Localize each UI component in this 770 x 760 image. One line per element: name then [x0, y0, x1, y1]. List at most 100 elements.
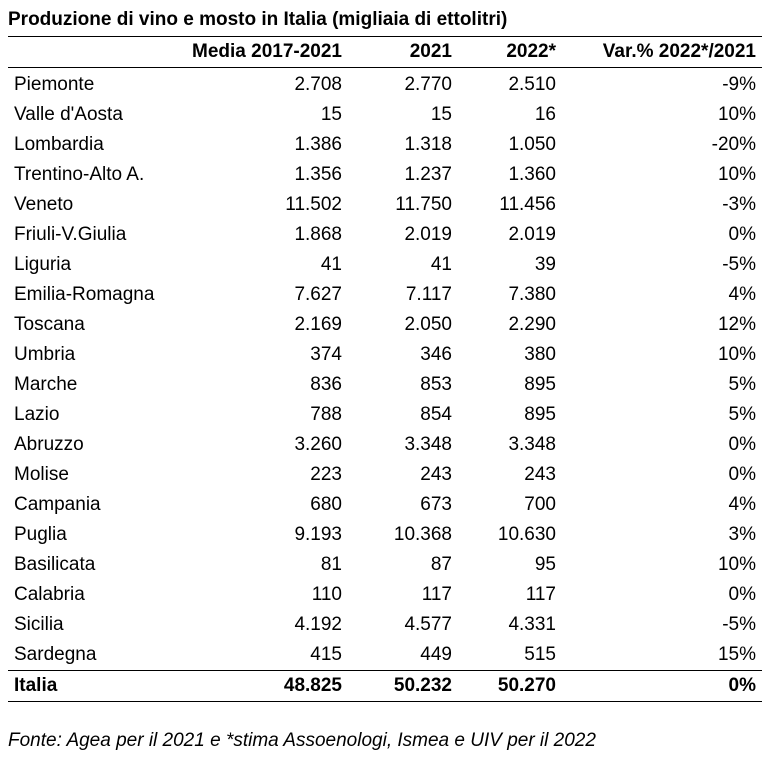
value-2021-cell: 853: [420, 374, 452, 395]
media-cell: 41: [320, 254, 342, 275]
media-cell: 3.260: [294, 434, 342, 455]
media-cell: 110: [311, 584, 342, 605]
region-cell: Marche: [14, 374, 78, 395]
media-cell: 2.169: [294, 314, 342, 335]
value-2022-cell: 117: [525, 584, 556, 605]
region-cell: Sardegna: [14, 644, 97, 665]
value-2022-cell: 11.456: [499, 194, 556, 215]
total-2021-cell: 50.232: [348, 670, 458, 702]
table-row: Sardegna 415 449 515 15%: [8, 640, 762, 671]
table-row: Umbria 374 346 380 10%: [8, 340, 762, 370]
media-cell: 4.192: [294, 614, 342, 635]
var-cell: -9%: [722, 74, 756, 95]
var-cell: -5%: [722, 614, 756, 635]
value-2021-cell: 4.577: [404, 614, 452, 635]
region-cell: Veneto: [14, 194, 74, 215]
var-cell: 0%: [728, 224, 756, 245]
table-footer: Italia 48.825 50.232 50.270 0%: [8, 670, 762, 702]
media-cell: 415: [310, 644, 342, 665]
media-cell: 836: [310, 374, 342, 395]
value-2022-cell: 16: [534, 104, 556, 125]
value-2022-cell: 1.050: [508, 134, 556, 155]
total-row: Italia 48.825 50.232 50.270 0%: [8, 670, 762, 702]
table-row: Molise 223 243 243 0%: [8, 460, 762, 490]
media-cell: 11.502: [285, 194, 342, 215]
region-cell: Basilicata: [14, 554, 96, 575]
media-cell: 15: [320, 104, 342, 125]
var-cell: 10%: [717, 164, 756, 185]
value-2021-cell: 2.770: [404, 74, 452, 95]
value-2022-cell: 4.331: [508, 614, 556, 635]
value-2022-cell: 515: [524, 644, 556, 665]
value-2021-cell: 87: [430, 554, 452, 575]
media-cell: 223: [310, 464, 342, 485]
region-cell: Friuli-V.Giulia: [14, 224, 127, 245]
column-header-var: Var.% 2022*/2021: [562, 36, 762, 68]
table-row: Friuli-V.Giulia 1.868 2.019 2.019 0%: [8, 220, 762, 250]
var-cell: 5%: [728, 404, 756, 425]
value-2021-cell: 346: [420, 344, 452, 365]
value-2022-cell: 2.290: [508, 314, 556, 335]
table-row: Sicilia 4.192 4.577 4.331 -5%: [8, 610, 762, 640]
var-cell: 4%: [728, 494, 756, 515]
table-row: Toscana 2.169 2.050 2.290 12%: [8, 310, 762, 340]
var-cell: 0%: [728, 434, 756, 455]
table-title: Produzione di vino e mosto in Italia (mi…: [8, 9, 508, 30]
var-cell: 15%: [717, 644, 756, 665]
table-row: Piemonte 2.708 2.770 2.510 -9%: [8, 68, 762, 101]
value-2021-cell: 11.750: [395, 194, 452, 215]
value-2022-cell: 39: [534, 254, 556, 275]
value-2021-cell: 2.050: [404, 314, 452, 335]
table-body: Piemonte 2.708 2.770 2.510 -9% Valle d'Aosta 1…: [8, 68, 762, 671]
media-cell: 81: [320, 554, 342, 575]
table-row: Basilicata 81 87 95 10%: [8, 550, 762, 580]
media-cell: 7.627: [294, 284, 342, 305]
column-header-region: [8, 36, 163, 68]
var-cell: 10%: [717, 554, 756, 575]
var-cell: 12%: [717, 314, 756, 335]
table-row: Veneto 11.502 11.750 11.456 -3%: [8, 190, 762, 220]
table-row: Liguria 41 41 39 -5%: [8, 250, 762, 280]
var-cell: -20%: [711, 134, 756, 155]
value-2021-cell: 243: [420, 464, 452, 485]
region-cell: Lazio: [14, 404, 60, 425]
var-cell: 10%: [717, 104, 756, 125]
column-header-2022: 2022*: [458, 36, 562, 68]
table-row: Valle d'Aosta 15 15 16 10%: [8, 100, 762, 130]
var-cell: -3%: [722, 194, 756, 215]
value-2021-cell: 854: [420, 404, 452, 425]
var-cell: 10%: [717, 344, 756, 365]
value-2022-cell: 895: [524, 404, 556, 425]
value-2021-cell: 3.348: [404, 434, 452, 455]
table-row: Marche 836 853 895 5%: [8, 370, 762, 400]
var-cell: -5%: [722, 254, 756, 275]
var-cell: 4%: [728, 284, 756, 305]
value-2022-cell: 380: [524, 344, 556, 365]
value-2022-cell: 2.019: [508, 224, 556, 245]
region-cell: Calabria: [14, 584, 85, 605]
var-cell: 5%: [728, 374, 756, 395]
media-cell: 1.386: [294, 134, 342, 155]
region-cell: Trentino-Alto A.: [14, 164, 145, 185]
value-2021-cell: 41: [430, 254, 452, 275]
source-note: Fonte: Agea per il 2021 e *stima Assoeno…: [8, 730, 596, 751]
var-cell: 3%: [728, 524, 756, 545]
region-cell: Lombardia: [14, 134, 104, 155]
value-2021-cell: 673: [420, 494, 452, 515]
value-2022-cell: 2.510: [508, 74, 556, 95]
region-cell: Campania: [14, 494, 101, 515]
table-row: Puglia 9.193 10.368 10.630 3%: [8, 520, 762, 550]
column-header-2021: 2021: [348, 36, 458, 68]
table-row: Campania 680 673 700 4%: [8, 490, 762, 520]
media-cell: 9.193: [294, 524, 342, 545]
value-2021-cell: 2.019: [404, 224, 452, 245]
region-cell: Puglia: [14, 524, 67, 545]
value-2021-cell: 10.368: [393, 524, 452, 545]
table-header: Media 2017-2021 2021 2022* Var.% 2022*/2…: [8, 36, 762, 68]
header-row: Media 2017-2021 2021 2022* Var.% 2022*/2…: [8, 36, 762, 68]
var-cell: 0%: [728, 584, 756, 605]
region-cell: Abruzzo: [14, 434, 84, 455]
region-cell: Toscana: [14, 314, 85, 335]
media-cell: 680: [310, 494, 342, 515]
region-cell: Umbria: [14, 344, 76, 365]
